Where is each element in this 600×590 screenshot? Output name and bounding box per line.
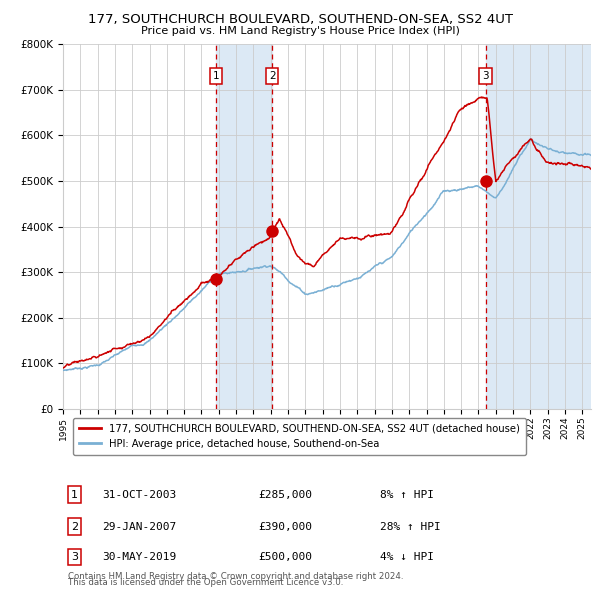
Text: £390,000: £390,000 — [259, 522, 313, 532]
Text: 3: 3 — [71, 552, 78, 562]
Text: 177, SOUTHCHURCH BOULEVARD, SOUTHEND-ON-SEA, SS2 4UT: 177, SOUTHCHURCH BOULEVARD, SOUTHEND-ON-… — [88, 13, 512, 26]
Text: 4% ↓ HPI: 4% ↓ HPI — [380, 552, 434, 562]
Text: 31-OCT-2003: 31-OCT-2003 — [103, 490, 177, 500]
Text: £285,000: £285,000 — [259, 490, 313, 500]
Text: 2: 2 — [269, 71, 275, 81]
Text: 28% ↑ HPI: 28% ↑ HPI — [380, 522, 440, 532]
Text: 8% ↑ HPI: 8% ↑ HPI — [380, 490, 434, 500]
Text: 1: 1 — [212, 71, 219, 81]
Text: Price paid vs. HM Land Registry's House Price Index (HPI): Price paid vs. HM Land Registry's House … — [140, 26, 460, 36]
Text: 29-JAN-2007: 29-JAN-2007 — [103, 522, 177, 532]
Legend: 177, SOUTHCHURCH BOULEVARD, SOUTHEND-ON-SEA, SS2 4UT (detached house), HPI: Aver: 177, SOUTHCHURCH BOULEVARD, SOUTHEND-ON-… — [73, 418, 526, 455]
Text: £500,000: £500,000 — [259, 552, 313, 562]
Text: Contains HM Land Registry data © Crown copyright and database right 2024.: Contains HM Land Registry data © Crown c… — [68, 572, 404, 581]
Bar — [485, 44, 591, 409]
Text: 30-MAY-2019: 30-MAY-2019 — [103, 552, 177, 562]
Bar — [216, 44, 272, 409]
Text: 3: 3 — [482, 71, 489, 81]
Text: 2: 2 — [71, 522, 78, 532]
Text: 1: 1 — [71, 490, 78, 500]
Text: This data is licensed under the Open Government Licence v3.0.: This data is licensed under the Open Gov… — [68, 578, 344, 587]
